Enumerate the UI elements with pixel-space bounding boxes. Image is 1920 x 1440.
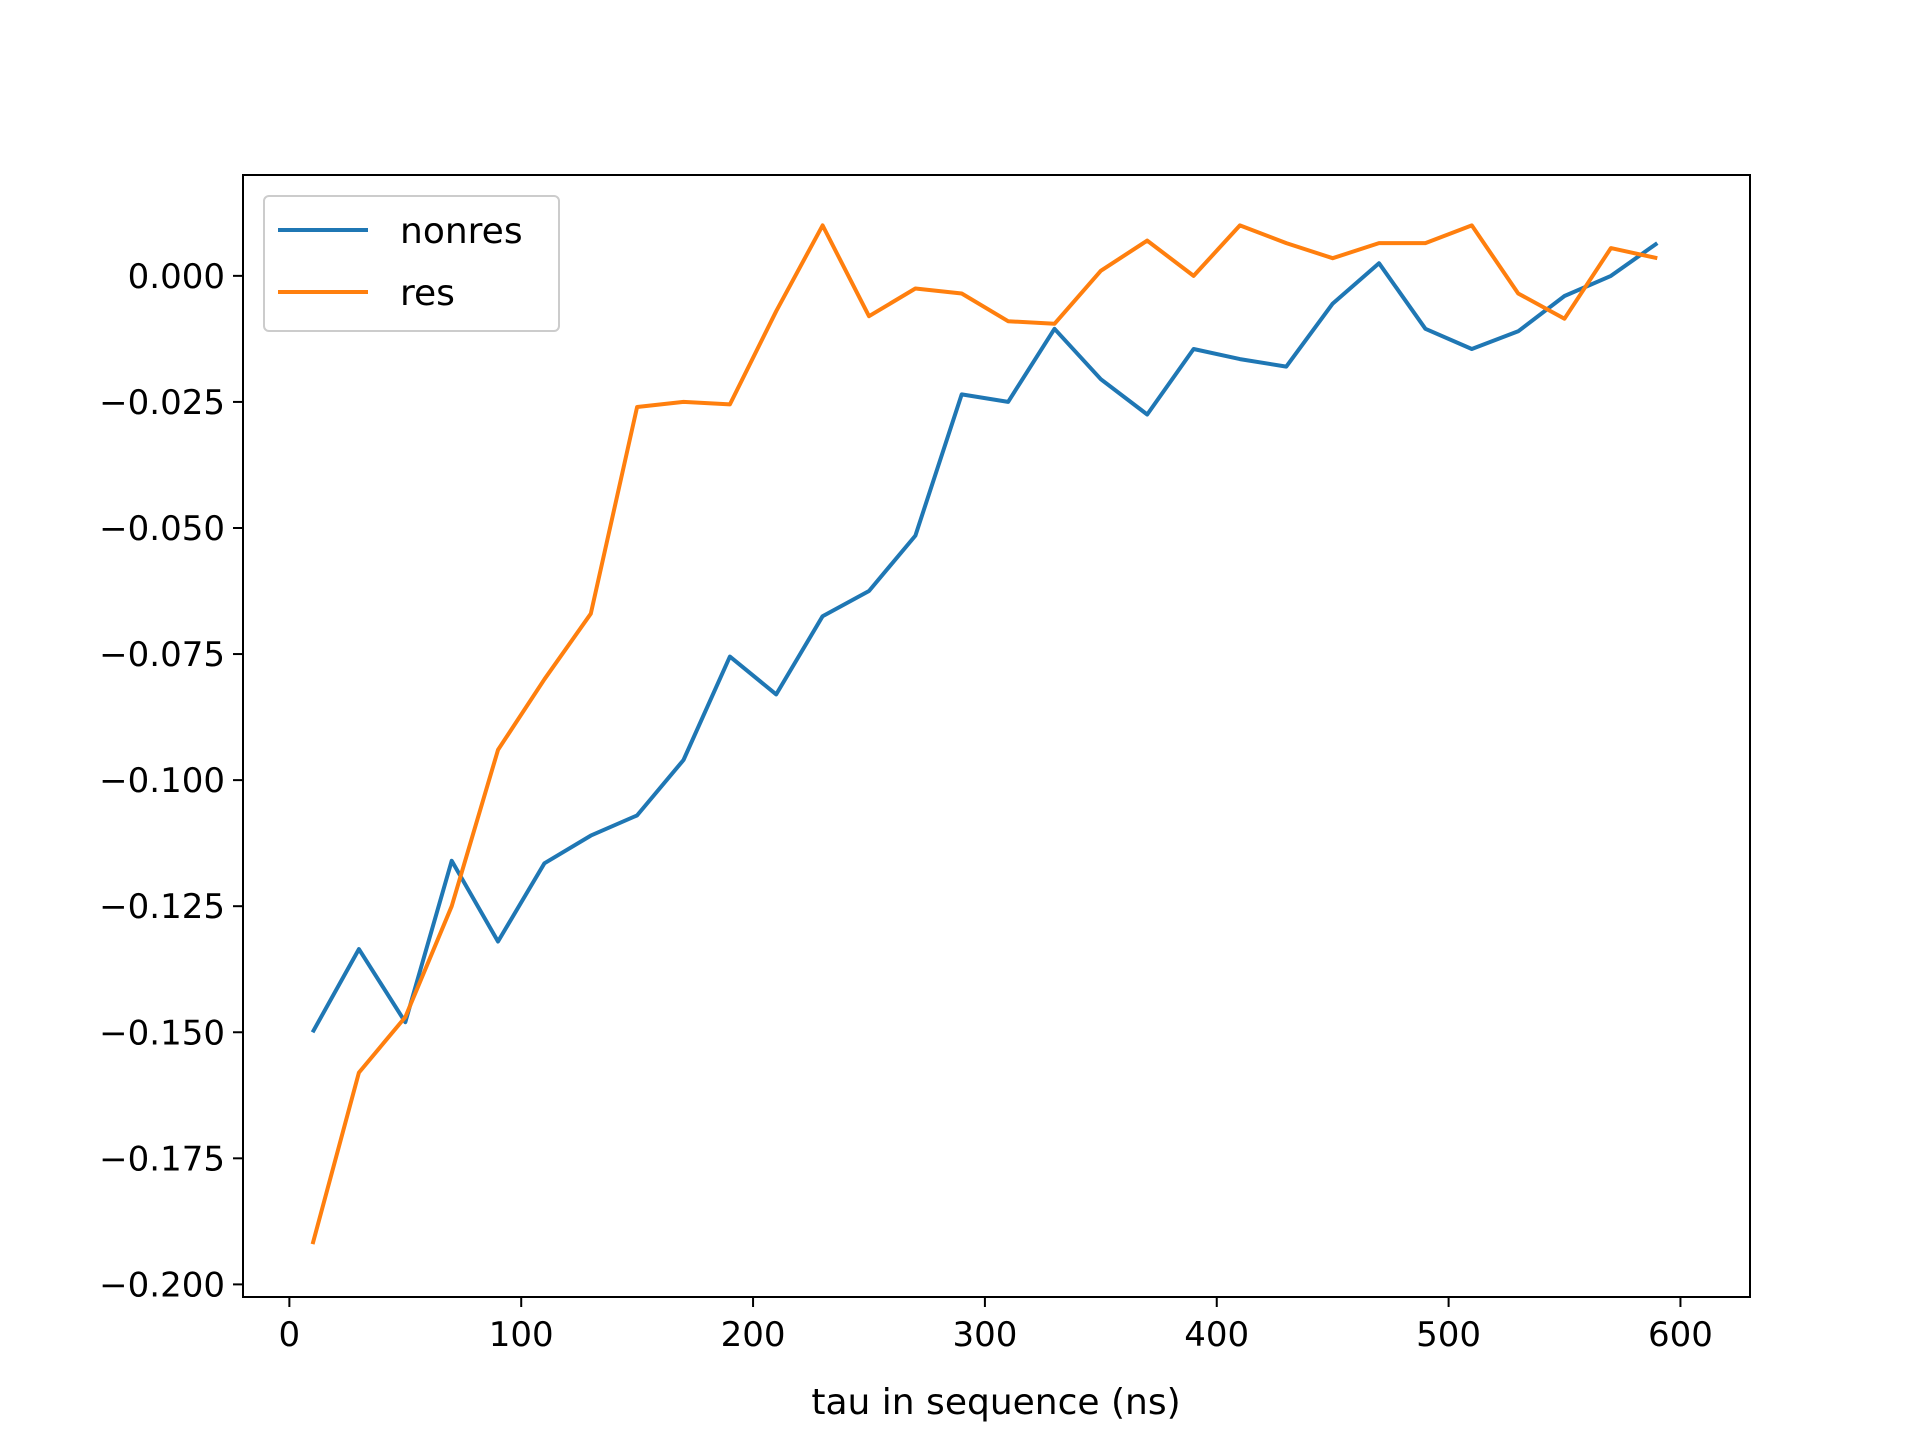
series-line-nonres — [310, 241, 1659, 1034]
y-tick-label: −0.075 — [99, 635, 225, 675]
y-tick-label: −0.175 — [99, 1139, 225, 1179]
x-tick-label: 300 — [952, 1315, 1017, 1355]
y-tick-label: 0.000 — [128, 257, 225, 297]
legend: nonres res — [263, 195, 560, 332]
x-tick-label: 100 — [489, 1315, 554, 1355]
x-tick-label: 0 — [279, 1315, 301, 1355]
y-tick-label: −0.100 — [99, 761, 225, 801]
y-tick-label: −0.050 — [99, 509, 225, 549]
y-tick-label: −0.125 — [99, 887, 225, 927]
series-layer — [310, 223, 1659, 1245]
plot-frame — [242, 174, 1751, 1298]
x-axis-label: tau in sequence (ns) — [811, 1382, 1180, 1423]
x-tick-label: 500 — [1416, 1315, 1481, 1355]
series-line-res — [310, 223, 1658, 1245]
legend-label-nonres: nonres — [400, 211, 523, 252]
y-tick-label: −0.150 — [99, 1013, 225, 1053]
legend-label-res: res — [400, 273, 455, 314]
y-tick-label: −0.025 — [99, 383, 225, 423]
x-tick-label: 600 — [1648, 1315, 1713, 1355]
y-axis: 0.000 −0.025 −0.050 −0.075 −0.100 −0.125 −0.15… — [99, 257, 243, 1305]
y-tick-label: −0.200 — [99, 1265, 225, 1305]
x-axis: 0 100 200 300 400 500 600 — [279, 1297, 1713, 1355]
x-tick-label: 400 — [1184, 1315, 1249, 1355]
x-tick-label: 200 — [721, 1315, 786, 1355]
